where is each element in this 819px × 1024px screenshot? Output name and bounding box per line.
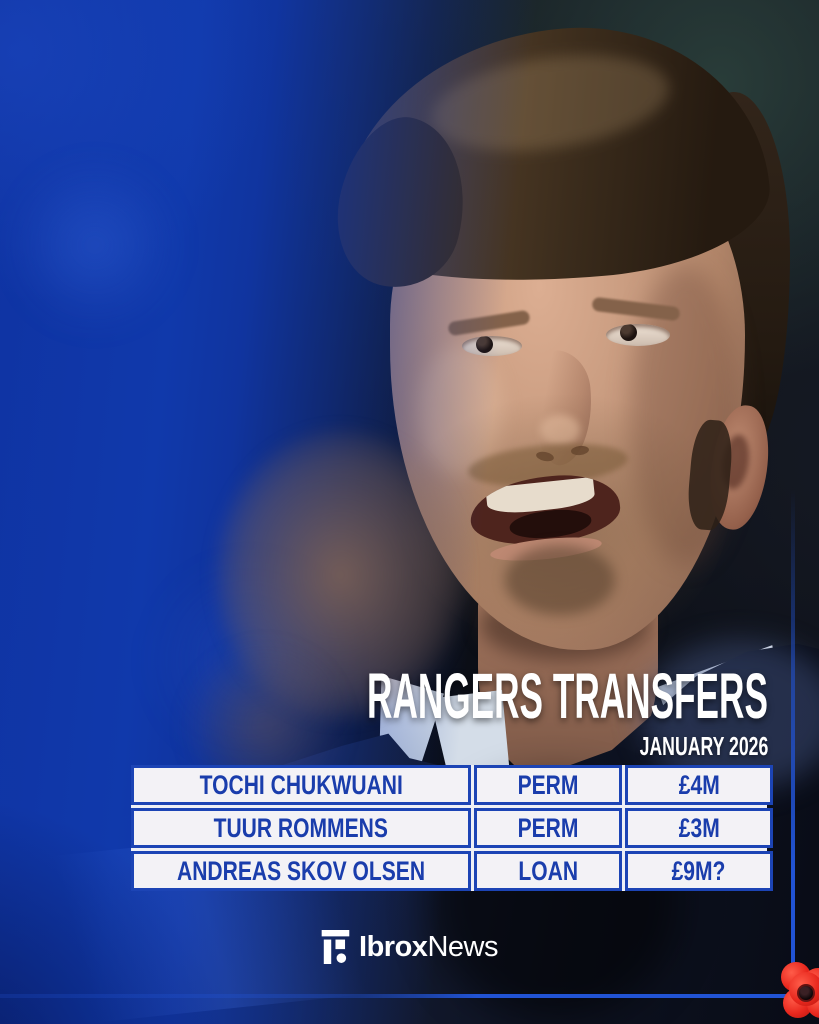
player-name-cell: TOCHI CHUKWUANI: [131, 765, 472, 805]
fee-cell: £9M?: [624, 851, 773, 891]
page-title: RANGERS TRANSFERS: [367, 660, 768, 732]
bokeh-light-blue-top: [10, 160, 180, 330]
logo-text-bold: Ibrox: [359, 930, 428, 963]
poppy-center: [797, 984, 815, 1002]
remembrance-poppy-icon: [775, 962, 819, 1024]
fee-cell: £4M: [624, 765, 773, 805]
brand-logo-text: IbroxNews: [359, 930, 498, 963]
player-name-cell: TUUR ROMMENS: [131, 808, 472, 848]
brand-logo: IbroxNews: [321, 930, 498, 964]
player-name-cell: ANDREAS SKOV OLSEN: [131, 851, 472, 891]
logo-text-regular: News: [427, 930, 498, 963]
heading-block: RANGERS TRANSFERS JANUARY 2026: [39, 664, 768, 759]
page-subtitle: JANUARY 2026: [639, 731, 768, 761]
screen-edge-vertical-line: [791, 490, 795, 998]
fee-cell: £3M: [624, 808, 773, 848]
deal-type-cell: PERM: [474, 808, 622, 848]
transfers-table: TOCHI CHUKWUANI PERM £4M TUUR ROMMENS PE…: [131, 765, 773, 891]
bokeh-light-warm-large: [215, 430, 465, 720]
turnstile-gate-icon: [321, 930, 349, 964]
screen-edge-horizontal-line: [0, 994, 795, 998]
deal-type-cell: LOAN: [474, 851, 622, 891]
deal-type-cell: PERM: [474, 765, 622, 805]
